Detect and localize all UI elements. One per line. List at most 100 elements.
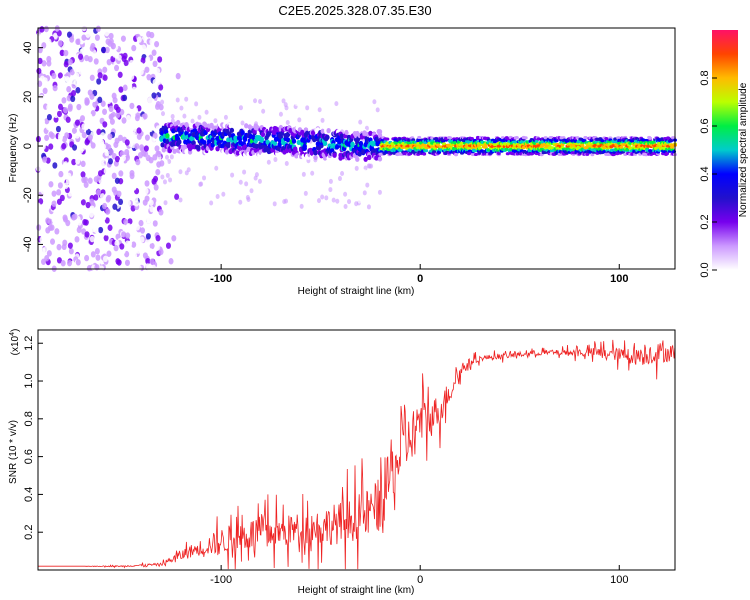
spectrogram-cell [93,226,99,234]
spectrogram-cell [245,194,250,200]
spectrogram-cell [63,107,69,114]
spectrogram-cell [149,38,155,45]
colorbar: 0.0 0.2 0.4 0.6 0.8 Normalized spectral ampl… [699,30,749,278]
spectrogram-cell [394,141,399,145]
spectrogram-cell [42,87,48,95]
snr-panel: -100 0 100 0.2 0.4 0.6 0.8 1.0 1.2 Height of st… [8,329,676,596]
spectrogram-cell [171,85,177,93]
spectrogram-cell [95,254,101,261]
spectrogram-cell [131,241,137,248]
spectrogram-cell [124,148,130,156]
spectrogram-cell [67,58,73,66]
spectrogram-cell [144,66,150,73]
spectrogram-cell [184,96,189,102]
snr-y-multiplier: (x104) [9,329,21,356]
spectrogram-cell [65,229,71,237]
spectrogram-cell [76,165,82,173]
spectrogram-cell [100,55,106,62]
spectrogram-cell [343,191,348,197]
spectrogram-cell [62,162,68,169]
spectrogram-cell [71,46,77,53]
spectrogram-cell [66,86,72,93]
spectrogram-cell [114,64,120,72]
spectrogram-cell [49,91,55,98]
spectrogram-cell [129,223,135,231]
spectrogram-cell [159,31,165,38]
spectrogram-cell [184,170,189,176]
snr-y-axis-label: SNR (10 * v/v) [8,420,19,484]
spectrogram-cell [583,135,588,140]
spectrogram-cell [133,196,139,203]
spectrogram-cell [63,49,69,57]
spectrogram-cell [163,200,168,206]
spectrogram-cell [95,25,101,33]
spectrogram-cell [129,172,135,180]
spectrogram-cell [56,212,62,219]
spectrogram-cell [602,149,607,154]
spectrogram-cell [58,170,64,178]
spectrogram-cell [81,176,87,184]
spectrogram-cell [78,194,84,201]
spectrogram-cell [126,114,132,122]
spectrogram-cell [165,242,171,249]
spectrogram-cell [96,128,102,136]
spectrogram-cell [136,127,142,134]
spectrogram-cell [238,199,243,205]
spectrogram-cell [56,243,62,251]
spectrogram-cell [61,243,67,251]
spectrogram-cell [317,107,322,113]
spectrogram-cell [258,98,263,104]
spectrogram-cell [48,181,54,188]
spectrogram-cell [154,40,160,48]
spectrogram-cell [168,258,174,265]
snr-y-multiplier-exp: 4 [9,332,16,336]
spectrogram-cell [60,67,66,74]
spectrogram-cell [151,250,157,257]
spectrogram-cell [363,156,368,162]
spectrogram-cell [73,66,79,73]
spectrogram-cell [229,127,235,133]
spectrogram-cell [107,158,113,165]
spectrogram-cell [56,198,62,205]
spectrogram-cell [44,241,50,248]
spectrogram-cell [604,137,609,141]
spectrogram-cell [112,203,118,210]
spectrogram-cell [362,169,367,175]
spectrogram-cell [244,123,249,129]
spectrogram-cell [67,259,73,267]
spectrogram-cell [46,55,52,63]
spectrogram-cell [129,59,135,67]
spectrogram-cell [85,31,91,38]
spectrogram-cell [40,187,46,195]
y-tick-label: 40 [22,42,34,54]
spectrogram-cell [134,143,140,150]
spectrogram-cell [297,117,302,123]
spectrogram-cell [76,151,82,159]
spectrogram-cell [175,119,181,126]
spectrogram-cell [80,115,86,122]
spectrogram-cell [178,197,183,203]
spectrogram-cell [158,194,164,201]
spectrogram-cell [354,201,359,207]
spectrogram-cell [93,58,99,65]
spectrogram-cell [56,30,62,37]
spectrogram-cell [160,174,165,180]
spectrogram-cell [44,202,50,210]
spectrogram-cell [285,137,291,143]
spectrogram-cell [102,255,108,263]
spectrogram-cell [101,214,107,221]
spectrogram-cell [194,101,199,107]
spectrogram-cell [238,179,243,185]
spectrogram-cell [102,74,108,81]
spectrogram-cell [102,108,108,115]
spectrogram-cell [44,171,50,179]
spectrogram-cell [221,191,226,197]
spectrogram-cell [144,180,150,187]
snr-y-multiplier-base: (x10 [10,335,21,355]
spectrogram-cell [40,167,46,174]
spectrogram-cell [355,156,360,162]
spectrogram-cell [74,119,80,126]
spectrogram-cell [328,187,333,193]
spectrogram-cell [37,152,43,160]
spectrogram-cell [375,107,380,113]
